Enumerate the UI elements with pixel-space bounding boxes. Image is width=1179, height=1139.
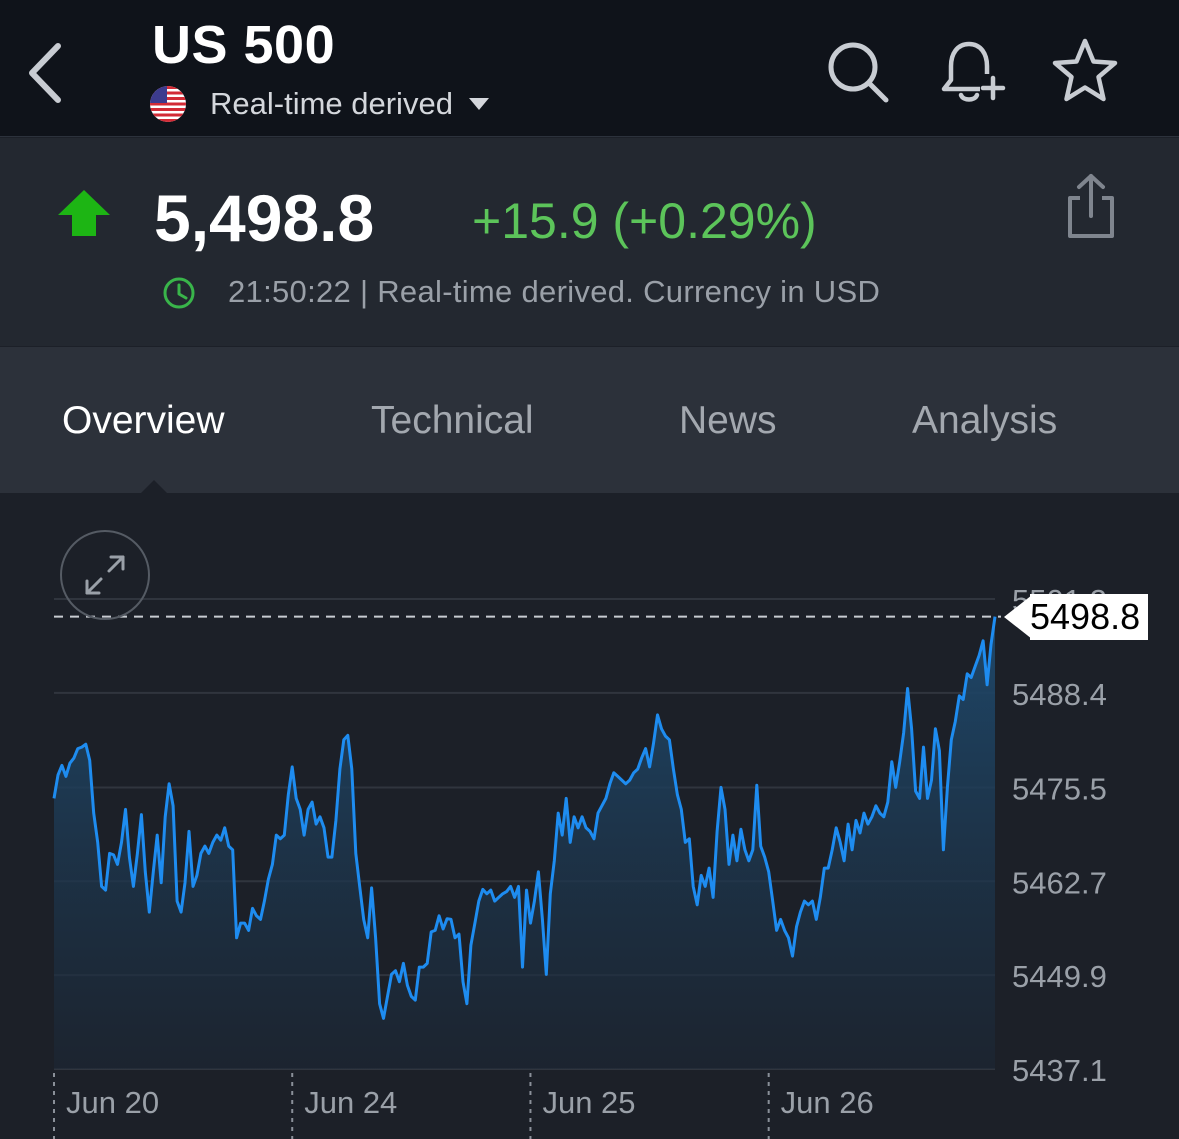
share-icon[interactable] bbox=[1062, 172, 1120, 240]
last-price: 5,498.8 bbox=[154, 181, 375, 255]
tab-news[interactable]: News bbox=[679, 399, 777, 442]
x-tick-label: Jun 26 bbox=[781, 1085, 874, 1120]
x-tick-label: Jun 20 bbox=[66, 1085, 159, 1120]
clock-icon bbox=[163, 277, 195, 309]
star-icon[interactable] bbox=[1050, 36, 1120, 106]
quote-panel: 5,498.8 +15.9 (+0.29%) 21:50:22 | Real-t… bbox=[0, 138, 1179, 346]
quote-timestamp: 21:50:22 | Real-time derived. Currency i… bbox=[228, 274, 881, 309]
y-tick-label: 5437.1 bbox=[1012, 1053, 1107, 1088]
current-price-label: 5498.8 bbox=[1030, 593, 1149, 640]
data-source-label: Real-time derived bbox=[210, 86, 453, 121]
price-line bbox=[52, 616, 997, 1020]
price-change: +15.9 (+0.29%) bbox=[472, 193, 817, 249]
bell-plus-icon[interactable] bbox=[936, 36, 1006, 106]
caret-down-icon bbox=[468, 98, 489, 110]
x-tick-label: Jun 24 bbox=[304, 1085, 397, 1120]
expand-chart-button[interactable] bbox=[60, 530, 150, 620]
active-tab-indicator bbox=[140, 480, 168, 494]
instrument-title: US 500 bbox=[152, 15, 336, 75]
x-tick-label: Jun 25 bbox=[542, 1085, 635, 1120]
tab-analysis[interactable]: Analysis bbox=[912, 399, 1058, 442]
section-tabs: Overview Technical News Analysis bbox=[0, 347, 1179, 493]
price-area-fill bbox=[54, 616, 995, 1069]
y-tick-label: 5462.7 bbox=[1012, 865, 1107, 900]
top-bar: US 500 Real-time derived bbox=[0, 0, 1179, 137]
price-tag-pointer bbox=[1004, 594, 1032, 639]
expand-icon bbox=[85, 555, 125, 595]
y-tick-label: 5488.4 bbox=[1012, 677, 1107, 712]
chevron-left-icon[interactable] bbox=[22, 38, 72, 108]
y-tick-label: 5475.5 bbox=[1012, 771, 1107, 806]
search-icon[interactable] bbox=[822, 36, 892, 106]
data-source-selector[interactable]: Real-time derived bbox=[150, 84, 489, 124]
us-flag-icon bbox=[150, 86, 186, 122]
arrow-up-icon bbox=[58, 190, 110, 236]
tab-overview[interactable]: Overview bbox=[62, 399, 225, 442]
tab-technical[interactable]: Technical bbox=[371, 399, 534, 442]
y-tick-label: 5449.9 bbox=[1012, 959, 1107, 994]
